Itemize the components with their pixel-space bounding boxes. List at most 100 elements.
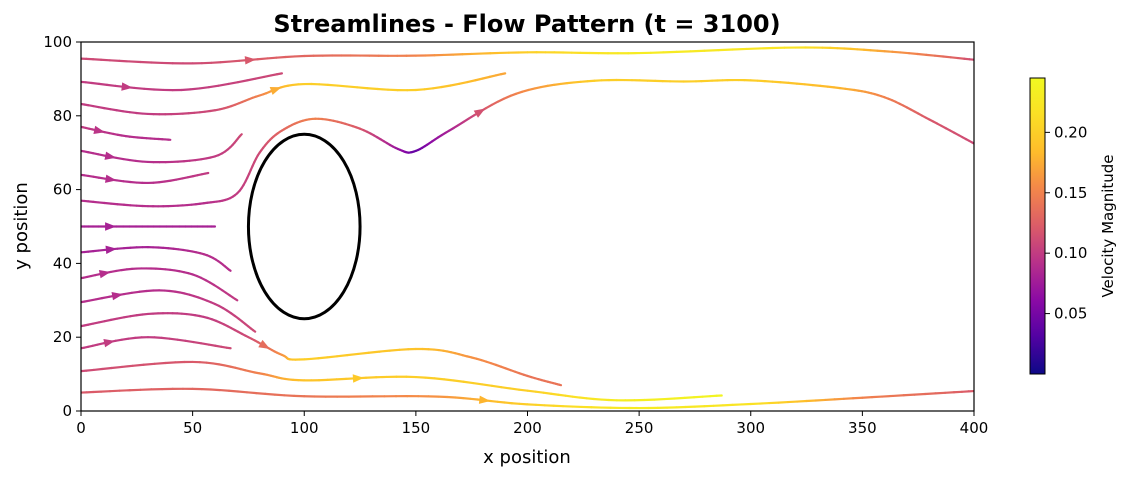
streamline-segment bbox=[703, 49, 720, 52]
streamline-segment bbox=[779, 81, 790, 85]
streamline-segment bbox=[207, 343, 217, 347]
x-axis-label: x position bbox=[483, 447, 571, 468]
y-tick-label: 100 bbox=[43, 33, 72, 51]
streamline-segment bbox=[335, 354, 349, 358]
streamline bbox=[81, 222, 217, 231]
streamline-segment bbox=[198, 86, 211, 90]
streamline-segment bbox=[120, 337, 130, 341]
streamline-segment bbox=[745, 47, 762, 51]
streamline-segment bbox=[256, 57, 269, 61]
streamline-segment bbox=[763, 80, 774, 83]
streamline bbox=[81, 72, 284, 92]
streamline-arrow bbox=[258, 339, 270, 349]
streamline-segment bbox=[534, 390, 545, 394]
x-tick-label: 0 bbox=[76, 419, 86, 437]
streamline-segment bbox=[318, 83, 330, 86]
streamline-segment bbox=[219, 60, 231, 64]
streamline-segment bbox=[861, 396, 874, 399]
streamline bbox=[81, 336, 232, 350]
colorbar-tick-label: 0.10 bbox=[1054, 244, 1087, 262]
streamline-segment bbox=[717, 48, 734, 52]
streamline-segment bbox=[518, 402, 529, 406]
colorbar-tick-label: 0.20 bbox=[1054, 123, 1087, 141]
streamline-segment bbox=[398, 348, 410, 351]
streamline-segment bbox=[908, 52, 919, 56]
streamline-segment bbox=[496, 400, 506, 404]
streamline-segment bbox=[579, 80, 589, 83]
streamline-segment bbox=[225, 346, 232, 350]
streamline-segment bbox=[481, 383, 494, 387]
streamline-arrow bbox=[121, 82, 133, 91]
streamline-segment bbox=[870, 395, 884, 399]
streamline-segment bbox=[542, 391, 553, 395]
streamline-segment bbox=[452, 379, 465, 383]
streamline-segment bbox=[204, 171, 210, 175]
streamline-segment bbox=[100, 295, 111, 300]
streamline-segment bbox=[336, 84, 349, 88]
streamline-segment bbox=[891, 394, 905, 398]
streamlines bbox=[81, 46, 974, 410]
streamline-segment bbox=[484, 103, 494, 110]
streamline-segment bbox=[100, 366, 113, 371]
streamline bbox=[81, 78, 974, 208]
streamline-segment bbox=[423, 87, 435, 91]
streamline-segment bbox=[414, 88, 426, 92]
x-tick-label: 200 bbox=[513, 419, 542, 437]
streamline-segment bbox=[378, 349, 391, 353]
streamline-segment bbox=[454, 396, 465, 400]
streamline-segment bbox=[90, 81, 101, 85]
streamline-segment bbox=[273, 393, 286, 397]
streamline-segment bbox=[883, 50, 894, 53]
streamline bbox=[81, 245, 232, 272]
streamline bbox=[81, 312, 563, 387]
streamline-segment bbox=[842, 397, 855, 400]
streamline-segment bbox=[933, 54, 945, 58]
streamline-segment bbox=[462, 380, 475, 385]
x-tick-label: 50 bbox=[183, 419, 202, 437]
streamline-segment bbox=[94, 297, 104, 301]
streamline-segment bbox=[443, 378, 456, 382]
streamline-segment bbox=[108, 59, 121, 62]
streamline-segment bbox=[446, 395, 457, 399]
streamline-segment bbox=[826, 85, 836, 89]
streamline-arrow bbox=[104, 151, 117, 160]
streamline-arrow bbox=[105, 222, 117, 231]
x-tick-label: 100 bbox=[290, 419, 319, 437]
streamline-segment bbox=[509, 387, 521, 391]
streamline-segment bbox=[118, 59, 131, 63]
streamline-segment bbox=[153, 361, 167, 365]
streamline-segment bbox=[462, 397, 472, 400]
streamline-segment bbox=[376, 87, 390, 91]
streamline-segment bbox=[675, 50, 692, 54]
x-tick-label: 350 bbox=[848, 419, 877, 437]
y-tick-label: 0 bbox=[62, 402, 72, 420]
colorbar: 0.05 0.10 0.15 0.20 bbox=[1029, 77, 1087, 375]
streamline-segment bbox=[85, 368, 95, 372]
streamline-segment bbox=[481, 75, 491, 80]
x-tick-label: 150 bbox=[402, 419, 431, 437]
streamline-segment bbox=[851, 396, 864, 400]
streamline-segment bbox=[252, 329, 257, 333]
obstacle-ellipse bbox=[246, 132, 362, 321]
streamline-segment bbox=[192, 340, 203, 345]
streamline-segment bbox=[466, 79, 477, 84]
streamline-segment bbox=[449, 82, 461, 87]
streamline-segment bbox=[218, 388, 231, 392]
streamline-arrow bbox=[105, 174, 117, 183]
y-tick-label: 20 bbox=[53, 328, 72, 346]
streamline-segment bbox=[592, 397, 603, 401]
streamline-segment bbox=[228, 268, 232, 272]
streamline-segment bbox=[814, 398, 827, 402]
streamline-segment bbox=[283, 394, 296, 397]
streamline-segment bbox=[127, 336, 137, 340]
streamline-segment bbox=[811, 83, 822, 87]
streamline-segment bbox=[433, 377, 446, 381]
colorbar-label: Velocity Magnitude bbox=[1099, 154, 1117, 297]
streamline-segment bbox=[130, 290, 141, 294]
streamline-segment bbox=[217, 82, 230, 87]
streamline-segment bbox=[489, 399, 499, 403]
streamline-segment bbox=[787, 81, 798, 85]
streamline-segment bbox=[559, 82, 569, 86]
